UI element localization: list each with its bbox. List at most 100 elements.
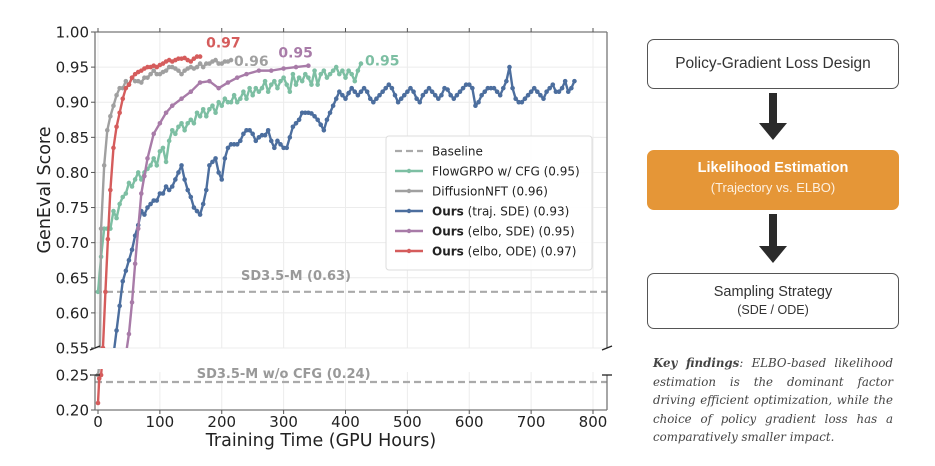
data-point — [207, 163, 212, 168]
series-line-flowgrpo — [96, 63, 363, 292]
data-point — [429, 89, 435, 94]
data-point — [309, 111, 314, 116]
data-point — [268, 138, 274, 144]
data-point — [213, 57, 218, 63]
training-curve-chart: 0 100 200 300 400 500 600 700 800 0.55 0.60 0.65 0.7… — [35, 0, 631, 451]
data-point — [318, 122, 324, 127]
data-point — [340, 68, 345, 73]
data-point — [108, 113, 113, 119]
data-point — [460, 85, 466, 91]
data-point — [163, 68, 169, 73]
data-point — [142, 173, 147, 179]
end-value-label-traj_sde: 0.93 — [596, 0, 631, 4]
data-point — [296, 75, 302, 80]
legend-label-rest: (traj. SDE) (0.93) — [464, 205, 569, 219]
data-point — [343, 75, 348, 80]
data-point — [575, 0, 580, 2]
data-point — [352, 78, 358, 84]
data-point — [126, 82, 132, 87]
y-tick-label: 0.85 — [56, 129, 89, 147]
data-point — [120, 194, 126, 200]
axis-break-mark — [601, 345, 613, 351]
x-tick-label: 0 — [93, 413, 103, 431]
data-point — [504, 78, 509, 84]
data-point — [114, 328, 119, 333]
data-point — [510, 85, 515, 91]
data-point — [157, 120, 163, 126]
series-line-elbo_ode — [101, 55, 201, 348]
data-point — [315, 82, 320, 87]
data-point — [528, 89, 534, 94]
data-point — [169, 103, 175, 109]
data-point — [197, 113, 203, 119]
data-point — [324, 117, 330, 123]
data-point — [293, 120, 299, 126]
data-point — [423, 89, 429, 94]
data-point — [139, 191, 144, 196]
flow-box-policy-gradient-label: Policy-Gradient Loss Design — [675, 55, 871, 72]
data-point — [401, 92, 407, 98]
data-point — [120, 96, 126, 102]
data-point — [160, 145, 166, 151]
data-point — [333, 64, 339, 70]
data-point — [173, 177, 178, 182]
baseline-lines — [95, 290, 607, 384]
data-point — [550, 82, 556, 87]
series-flowgrpo — [95, 61, 364, 295]
data-point — [327, 110, 333, 116]
data-point — [541, 96, 546, 102]
data-point — [411, 89, 416, 94]
data-point — [160, 191, 166, 196]
data-point — [132, 177, 138, 182]
data-point — [581, 0, 586, 2]
data-point — [123, 78, 129, 84]
y-tick-label: 0.75 — [56, 199, 89, 217]
data-point — [337, 89, 342, 94]
data-point — [426, 85, 432, 91]
data-point — [321, 68, 327, 73]
data-point — [129, 75, 135, 80]
data-point — [358, 61, 364, 66]
data-point — [250, 92, 255, 98]
data-point — [420, 92, 426, 98]
data-point — [321, 128, 327, 133]
data-point — [256, 68, 262, 73]
data-point — [96, 376, 102, 381]
data-point — [275, 138, 280, 144]
data-point — [531, 85, 537, 91]
data-point — [309, 82, 314, 87]
series-traj_sde — [113, 0, 586, 348]
data-point — [494, 89, 500, 94]
flow-box-sampling-subtitle: (SDE / ODE) — [737, 303, 809, 317]
data-point — [259, 85, 265, 91]
legend-marker-flowgrpo — [406, 168, 412, 174]
data-point — [377, 92, 382, 98]
end-value-label-elbo_ode: 0.97 — [206, 36, 241, 52]
data-point — [473, 103, 478, 109]
end-value-label-elbo_sde: 0.95 — [278, 46, 313, 62]
data-point — [547, 85, 552, 91]
data-point — [194, 110, 200, 116]
data-point — [191, 205, 197, 210]
flow-box-policy-gradient: Policy-Gradient Loss Design — [647, 39, 899, 89]
data-point — [346, 90, 351, 96]
legend-box — [385, 135, 593, 271]
data-point — [234, 142, 240, 147]
data-point — [293, 64, 299, 70]
data-point — [222, 156, 228, 161]
data-point — [238, 138, 243, 144]
data-point — [225, 80, 231, 85]
series-lines — [95, 0, 586, 406]
key-findings-body: : ELBO-based likelihood estimation is th… — [653, 356, 893, 445]
data-point — [522, 96, 528, 102]
data-point — [151, 68, 156, 73]
data-point — [197, 61, 203, 66]
x-tick-label: 400 — [331, 413, 360, 431]
down-arrow-icon — [759, 214, 787, 266]
data-point — [278, 78, 283, 84]
data-point — [188, 59, 194, 64]
legend-label-flowgrpo: FlowGRPO w/ CFG (0.95) — [432, 165, 580, 179]
data-point — [111, 208, 116, 214]
data-point — [296, 117, 302, 123]
flow-box-likelihood-title: Likelihood Estimation — [697, 160, 849, 176]
